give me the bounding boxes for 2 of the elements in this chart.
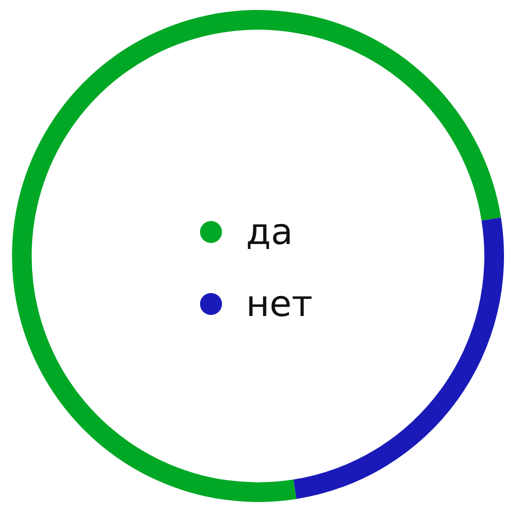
legend-label: да	[246, 212, 293, 252]
legend-label: нет	[246, 284, 313, 324]
